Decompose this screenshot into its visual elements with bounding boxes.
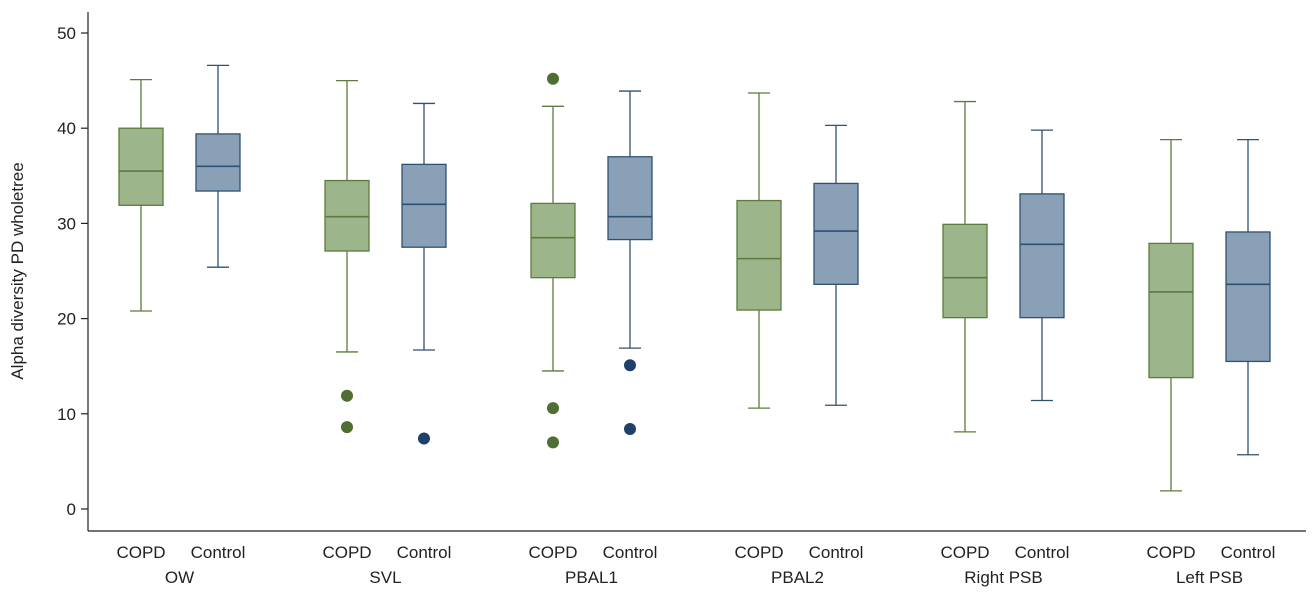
outlier-point (624, 423, 636, 436)
outlier-point (418, 432, 430, 445)
box-control (607, 90, 653, 436)
iqr-box (530, 202, 576, 279)
outlier-point (547, 436, 559, 449)
box-control (401, 102, 447, 445)
group-label: Left PSB (1176, 568, 1243, 587)
group-svl (324, 79, 447, 445)
group-label: PBAL2 (771, 568, 824, 587)
outlier-point (547, 72, 559, 85)
box-copd (736, 92, 782, 409)
box-control (813, 124, 859, 406)
x-tick-label-control: Control (191, 543, 246, 562)
group-label: OW (165, 568, 194, 587)
group-pbal2 (736, 92, 859, 409)
outlier-point (547, 402, 559, 415)
box-copd (118, 78, 164, 312)
box-control (1019, 129, 1065, 402)
box-copd (942, 100, 988, 433)
iqr-box (607, 156, 653, 241)
x-tick-label-control: Control (809, 543, 864, 562)
x-tick-label-copd: COPD (116, 543, 165, 562)
iqr-box (736, 199, 782, 311)
x-tick-label-control: Control (603, 543, 658, 562)
box-control (1225, 138, 1271, 456)
box-copd (530, 72, 576, 449)
x-tick-label-control: Control (1221, 543, 1276, 562)
outlier-point (624, 359, 636, 372)
y-tick-label: 40 (57, 119, 76, 138)
group-left-psb (1148, 138, 1271, 492)
y-axis-ticks: 0 10 20 30 40 50 (57, 24, 88, 519)
box-control (195, 64, 241, 268)
group-right-psb (942, 100, 1065, 433)
box-copd (1148, 138, 1194, 492)
y-tick-label: 30 (57, 214, 76, 233)
iqr-box (1148, 242, 1194, 379)
iqr-box (1019, 193, 1065, 319)
x-tick-label-copd: COPD (528, 543, 577, 562)
box-copd (324, 79, 370, 434)
plot-area (118, 64, 1271, 492)
y-tick-label: 50 (57, 24, 76, 43)
x-tick-label-control: Control (1015, 543, 1070, 562)
x-tick-label-copd: COPD (940, 543, 989, 562)
group-label: Right PSB (964, 568, 1042, 587)
group-label: PBAL1 (565, 568, 618, 587)
y-tick-label: 20 (57, 310, 76, 329)
outlier-point (341, 389, 353, 402)
iqr-box (401, 163, 447, 248)
axes: 0 10 20 30 40 50 Alpha diversity PD wholetree (8, 12, 1306, 532)
y-axis-label: Alpha diversity PD wholetree (8, 162, 27, 379)
x-tick-label-copd: COPD (1146, 543, 1195, 562)
iqr-box (195, 133, 241, 192)
iqr-box (813, 182, 859, 285)
group-pbal1 (530, 72, 653, 449)
iqr-box (942, 223, 988, 319)
x-tick-label-control: Control (397, 543, 452, 562)
x-tick-label-copd: COPD (322, 543, 371, 562)
y-tick-label: 0 (67, 500, 76, 519)
iqr-box (1225, 231, 1271, 363)
iqr-box (118, 127, 164, 206)
iqr-box (324, 179, 370, 252)
y-tick-label: 10 (57, 405, 76, 424)
group-label: SVL (369, 568, 401, 587)
group-ow (118, 64, 241, 312)
outlier-point (341, 421, 353, 434)
x-tick-label-copd: COPD (734, 543, 783, 562)
